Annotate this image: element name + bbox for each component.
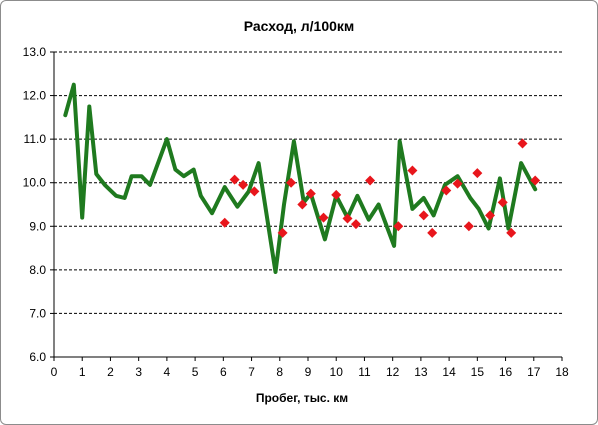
diamond-marker (530, 175, 541, 186)
x-tick-label: 16 (499, 365, 513, 379)
x-tick-label: 8 (276, 365, 283, 379)
y-tick-label: 11.0 (24, 132, 47, 146)
x-tick-label: 5 (192, 365, 199, 379)
x-tick-label: 17 (527, 365, 541, 379)
x-tick-label: 12 (386, 365, 400, 379)
x-tick-label: 11 (358, 365, 371, 379)
y-tick-label: 10.0 (23, 176, 47, 190)
diamond-marker (249, 186, 260, 197)
diamond-marker (472, 168, 483, 179)
diamond-marker (286, 177, 297, 188)
x-tick-label: 14 (442, 365, 456, 379)
diamond-marker (497, 197, 508, 208)
diamond-marker (427, 227, 438, 238)
x-tick-label: 10 (330, 365, 344, 379)
diamond-marker (350, 219, 361, 230)
diamond-marker (219, 217, 230, 228)
consumption-line (63, 82, 538, 274)
y-tick-label: 6.0 (29, 350, 46, 364)
diamond-marker (393, 221, 404, 232)
diamond-marker (441, 185, 452, 196)
y-tick-label: 13.0 (23, 45, 47, 59)
x-tick-label: 4 (164, 365, 171, 379)
x-tick-label: 9 (305, 365, 312, 379)
diamond-marker (297, 199, 308, 210)
diamond-marker (463, 221, 474, 232)
consumption-line-series (63, 82, 538, 274)
diamond-marker (407, 165, 418, 176)
x-axis-label: Пробег, тыс. км (256, 391, 348, 405)
y-tick-label: 8.0 (29, 263, 46, 277)
x-tick-label: 6 (220, 365, 227, 379)
diamond-marker (229, 174, 240, 185)
x-axis-ticks: 0 1 2 3 4 5 6 7 8 9 10 11 12 13 14 15 16 17 18 (51, 357, 569, 379)
x-tick-label: 13 (414, 365, 428, 379)
y-axis-ticks: 6.0 7.0 8.0 9.0 10.0 11.0 12.0 13.0 (23, 45, 54, 364)
diamond-marker (238, 179, 249, 190)
diamond-marker (365, 175, 376, 186)
axes (53, 52, 562, 358)
diamond-marker (342, 213, 353, 224)
x-tick-label: 2 (107, 365, 114, 379)
x-tick-label: 18 (555, 365, 569, 379)
diamond-marker (506, 227, 517, 238)
diamond-marker (517, 138, 528, 149)
diamond-marker (485, 210, 496, 221)
x-tick-label: 7 (248, 365, 255, 379)
diamond-marker (277, 227, 288, 238)
x-tick-label: 0 (51, 365, 58, 379)
diamond-marker (331, 189, 342, 200)
chart-title: Расход, л/100км (244, 18, 355, 34)
diamond-marker (305, 188, 316, 199)
x-tick-label: 3 (135, 365, 142, 379)
consumption-marker-series (219, 138, 541, 238)
y-tick-label: 7.0 (29, 306, 46, 320)
diamond-marker (452, 178, 463, 189)
y-tick-label: 12.0 (23, 89, 47, 103)
diamond-marker (318, 212, 329, 223)
diamond-marker (418, 210, 429, 221)
x-tick-label: 15 (471, 365, 485, 379)
x-tick-label: 1 (79, 365, 86, 379)
y-tick-label: 9.0 (29, 219, 46, 233)
